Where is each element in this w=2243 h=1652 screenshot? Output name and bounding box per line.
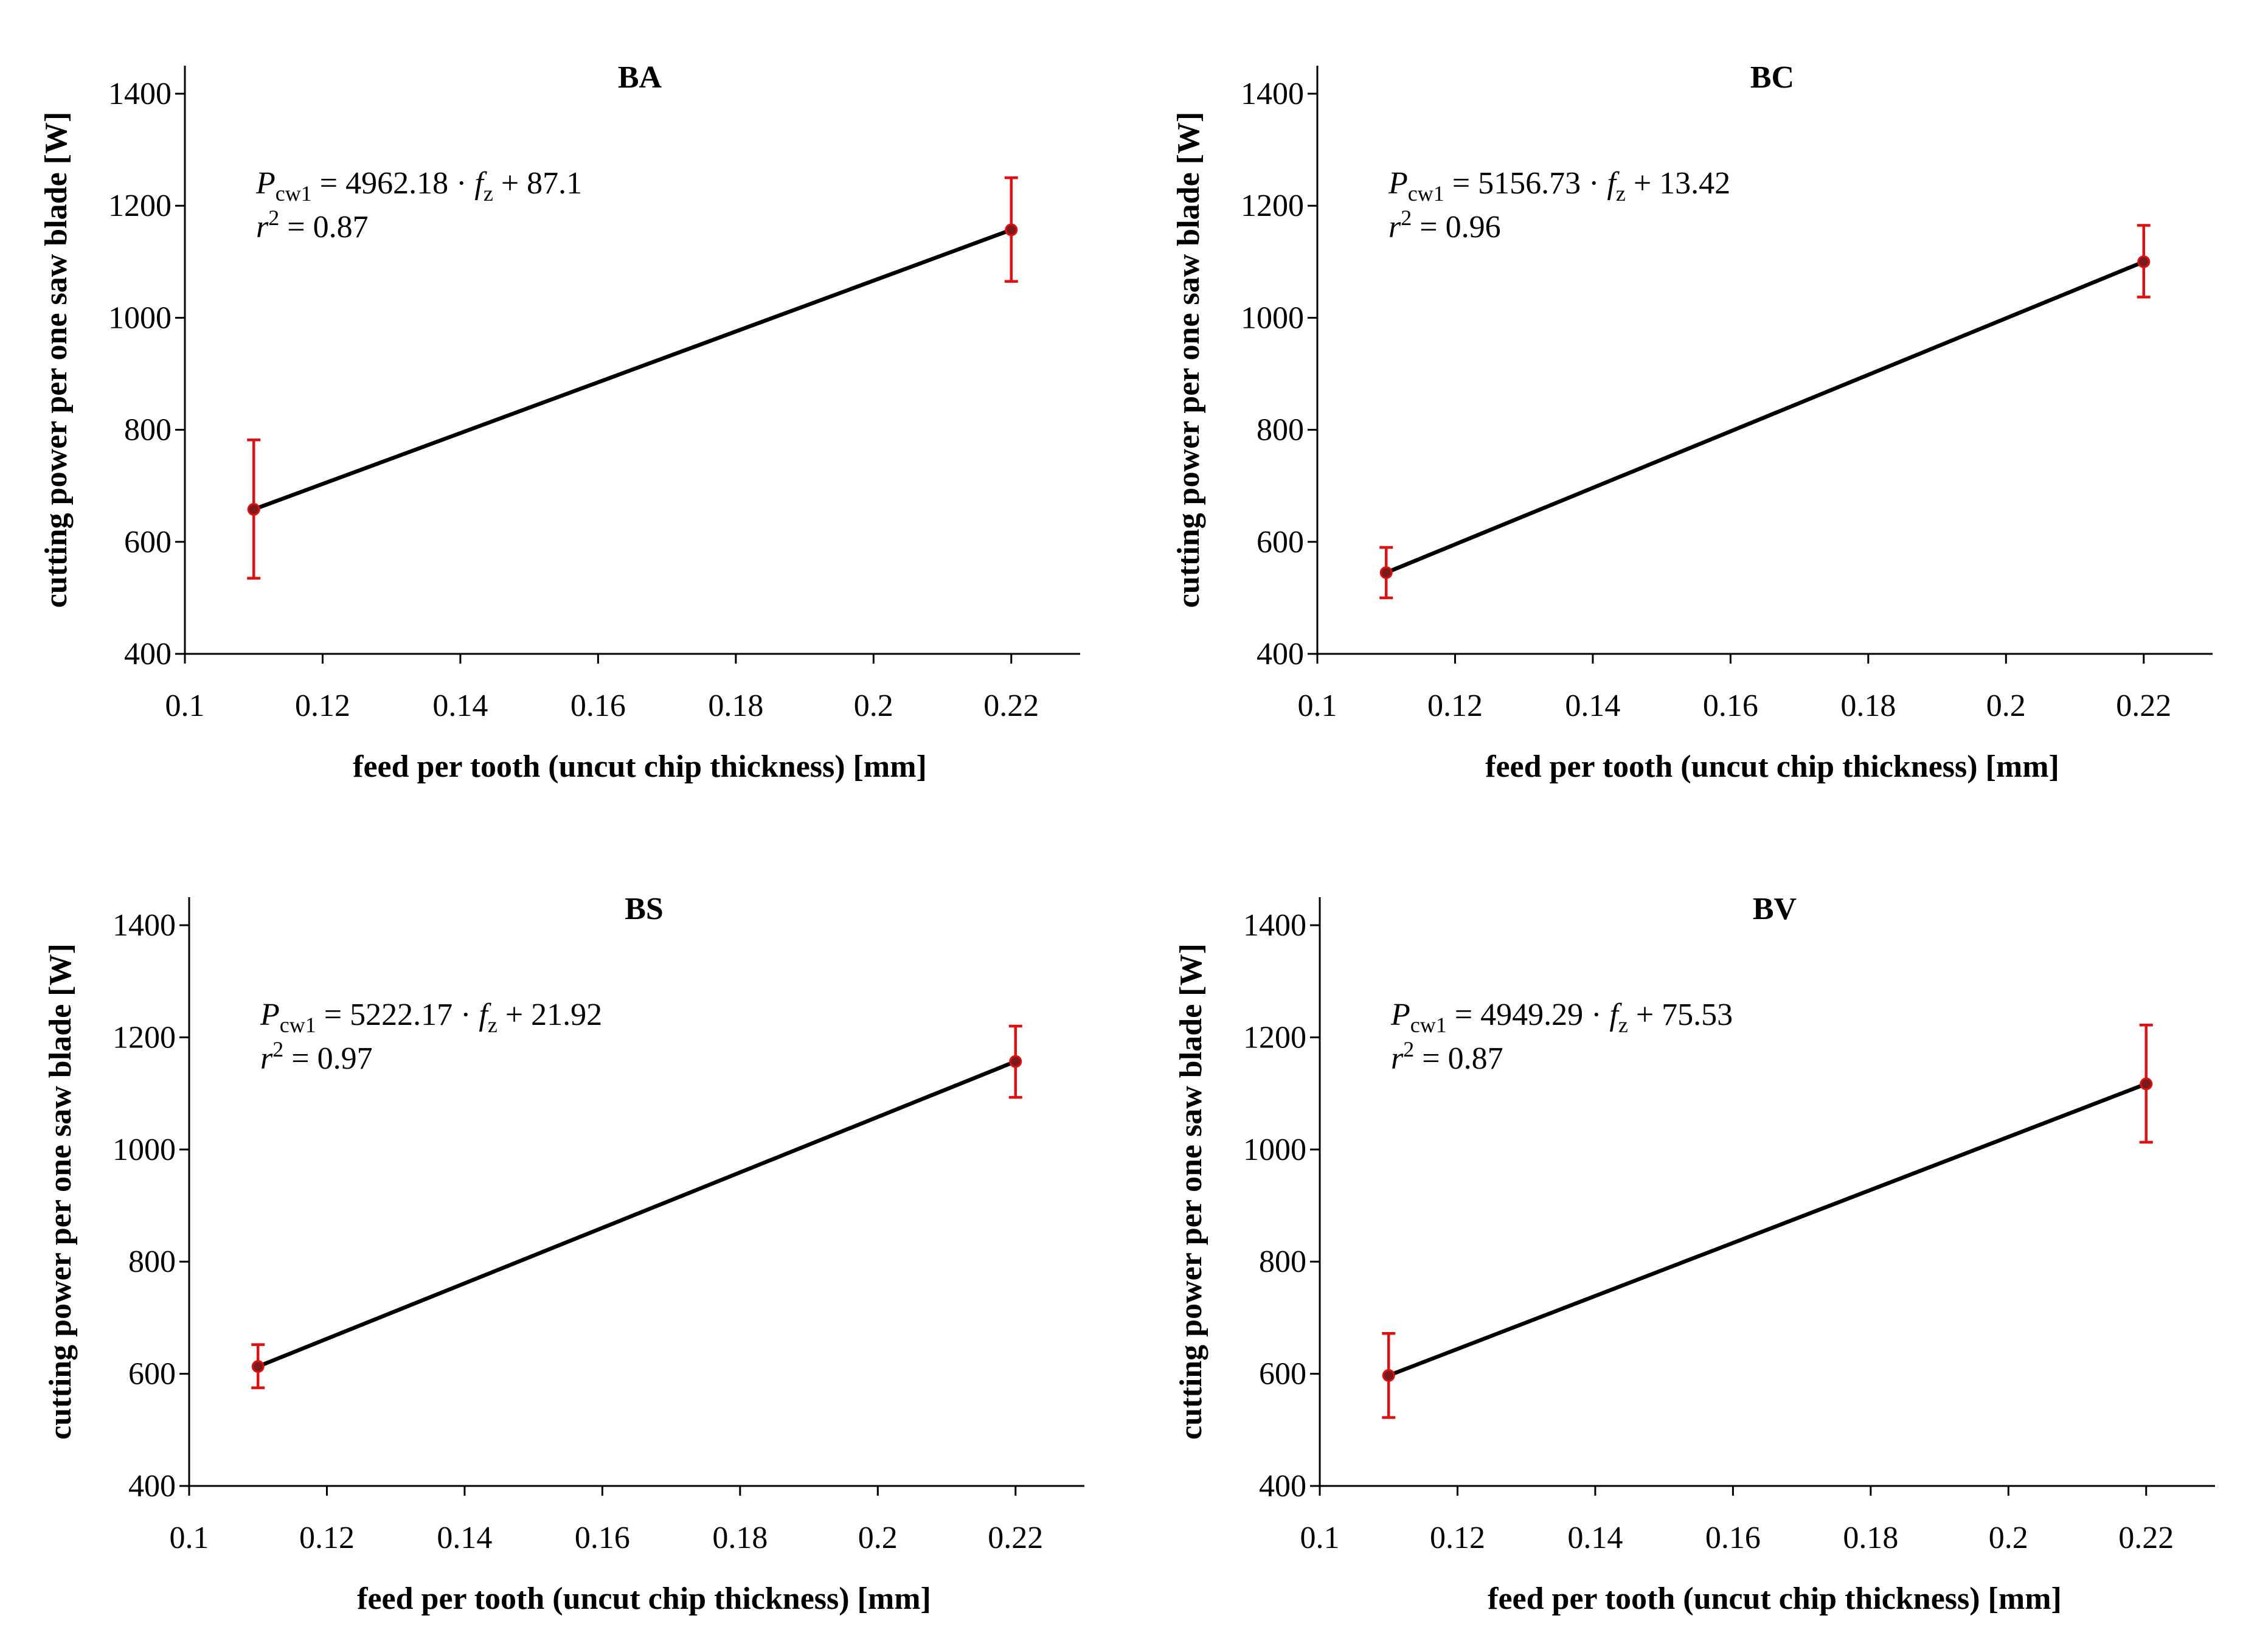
x-tick-label: 0.2 bbox=[854, 689, 893, 723]
x-tick-label: 0.1 bbox=[1300, 1521, 1340, 1555]
y-tick-label: 1000 bbox=[1243, 1133, 1306, 1167]
x-tick-label: 0.2 bbox=[858, 1521, 898, 1555]
x-tick-label: 0.1 bbox=[170, 1521, 209, 1555]
y-tick-label: 1400 bbox=[1241, 77, 1304, 111]
x-tick-label: 0.18 bbox=[708, 689, 763, 723]
regression-equation: Pcw1 = 5222.17 · fz + 21.92 bbox=[260, 998, 602, 1037]
y-axis-label: cutting power per one saw blade [W] bbox=[1174, 943, 1208, 1440]
regression-equation: Pcw1 = 4949.29 · fz + 75.53 bbox=[1390, 998, 1733, 1037]
y-tick-label: 1200 bbox=[108, 189, 172, 223]
x-tick-label: 0.22 bbox=[2116, 689, 2171, 723]
x-tick-label: 0.14 bbox=[437, 1521, 492, 1555]
data-point bbox=[1005, 223, 1018, 237]
y-tick-label: 1400 bbox=[108, 77, 172, 111]
x-tick-label: 0.22 bbox=[988, 1521, 1043, 1555]
y-axis-label: cutting power per one saw blade [W] bbox=[39, 112, 74, 608]
y-tick-label: 800 bbox=[124, 413, 172, 448]
x-axis-label: feed per tooth (uncut chip thickness) [m… bbox=[353, 749, 927, 784]
panel-title: BA bbox=[618, 60, 662, 95]
data-point bbox=[1379, 566, 1393, 579]
y-tick-label: 1200 bbox=[1243, 1020, 1306, 1055]
panel-title: BS bbox=[625, 892, 664, 926]
x-tick-label: 0.18 bbox=[1843, 1521, 1898, 1555]
panel-title: BC bbox=[1750, 60, 1794, 95]
y-tick-label: 1400 bbox=[113, 908, 176, 943]
data-point bbox=[2137, 255, 2151, 268]
r-squared-label: r2 = 0.97 bbox=[260, 1037, 373, 1076]
r-squared-label: r2 = 0.87 bbox=[1391, 1037, 1503, 1076]
x-axis-label: feed per tooth (uncut chip thickness) [m… bbox=[1485, 749, 2059, 784]
y-tick-label: 400 bbox=[124, 637, 172, 672]
x-tick-label: 0.22 bbox=[2118, 1521, 2174, 1555]
r-squared-label: r2 = 0.96 bbox=[1388, 206, 1501, 245]
x-tick-label: 0.12 bbox=[299, 1521, 355, 1555]
panel-title: BV bbox=[1753, 892, 1797, 926]
regression-equation: Pcw1 = 4962.18 · fz + 87.1 bbox=[255, 166, 582, 206]
y-tick-label: 1200 bbox=[1241, 189, 1304, 223]
regression-line bbox=[1386, 1081, 2149, 1378]
x-tick-label: 0.16 bbox=[1705, 1521, 1761, 1555]
y-tick-label: 400 bbox=[128, 1469, 176, 1504]
x-tick-label: 0.1 bbox=[165, 689, 205, 723]
y-tick-label: 1200 bbox=[113, 1020, 176, 1055]
y-tick-label: 800 bbox=[1257, 413, 1304, 448]
y-tick-label: 1000 bbox=[113, 1133, 176, 1167]
chart-panel-bs: 400 600 800 1000 1200 1400 0.1 0.12 0.14 0.16 0.18… bbox=[43, 892, 1084, 1616]
x-tick-label: 0.16 bbox=[570, 689, 626, 723]
y-tick-label: 400 bbox=[1257, 637, 1304, 672]
chart-panel-ba: 400 600 800 1000 1200 1400 0.1 0.12 0.14 0.16 0.18… bbox=[39, 60, 1080, 784]
y-tick-label: 600 bbox=[128, 1357, 176, 1392]
y-tick-label: 1000 bbox=[1241, 300, 1304, 335]
x-tick-label: 0.16 bbox=[575, 1521, 630, 1555]
x-tick-label: 0.14 bbox=[1567, 1521, 1623, 1555]
y-tick-label: 600 bbox=[1257, 525, 1304, 560]
x-tick-label: 0.12 bbox=[295, 689, 350, 723]
regression-line bbox=[255, 1059, 1018, 1369]
x-tick-label: 0.14 bbox=[1565, 689, 1620, 723]
x-tick-label: 0.22 bbox=[983, 689, 1039, 723]
x-tick-label: 0.1 bbox=[1298, 689, 1337, 723]
data-point bbox=[247, 502, 260, 516]
y-tick-label: 1000 bbox=[108, 300, 172, 335]
y-axis-label: cutting power per one saw blade [W] bbox=[43, 943, 78, 1440]
r-squared-label: r2 = 0.87 bbox=[256, 206, 369, 245]
x-tick-label: 0.2 bbox=[1989, 1521, 2028, 1555]
x-tick-label: 0.14 bbox=[432, 689, 488, 723]
regression-line bbox=[251, 227, 1014, 512]
y-tick-label: 1400 bbox=[1243, 908, 1306, 943]
x-axis-label: feed per tooth (uncut chip thickness) [m… bbox=[1488, 1581, 2062, 1616]
y-tick-label: 800 bbox=[1259, 1244, 1306, 1279]
y-tick-label: 600 bbox=[124, 525, 172, 560]
x-tick-label: 0.12 bbox=[1427, 689, 1483, 723]
data-point bbox=[2140, 1077, 2153, 1091]
x-tick-label: 0.2 bbox=[1986, 689, 2026, 723]
regression-line bbox=[1384, 260, 2146, 575]
y-axis-label: cutting power per one saw blade [W] bbox=[1171, 112, 1206, 608]
y-tick-label: 400 bbox=[1259, 1469, 1306, 1504]
x-tick-label: 0.18 bbox=[1840, 689, 1896, 723]
data-point bbox=[251, 1360, 265, 1373]
regression-equation: Pcw1 = 5156.73 · fz + 13.42 bbox=[1388, 166, 1730, 206]
x-axis-label: feed per tooth (uncut chip thickness) [m… bbox=[357, 1581, 931, 1616]
data-point bbox=[1382, 1369, 1395, 1382]
y-tick-label: 600 bbox=[1259, 1357, 1306, 1392]
y-tick-label: 800 bbox=[128, 1244, 176, 1279]
x-tick-label: 0.16 bbox=[1703, 689, 1758, 723]
data-point bbox=[1009, 1055, 1022, 1068]
x-tick-label: 0.18 bbox=[712, 1521, 768, 1555]
x-tick-label: 0.12 bbox=[1430, 1521, 1485, 1555]
chart-panel-bc: 400 600 800 1000 1200 1400 0.1 0.12 0.14 0.16 0.18… bbox=[1171, 60, 2213, 784]
chart-panel-bv: 400 600 800 1000 1200 1400 0.1 0.12 0.14 0.16 0.18… bbox=[1174, 892, 2215, 1616]
